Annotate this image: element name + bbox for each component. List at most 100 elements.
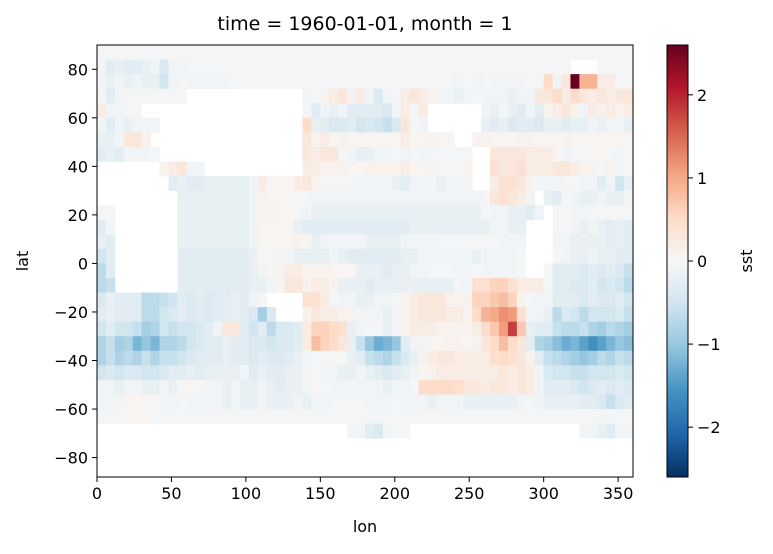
heatmap-cell xyxy=(382,59,393,75)
heatmap-cell xyxy=(400,365,411,381)
heatmap-cell xyxy=(302,59,312,75)
heatmap-cell xyxy=(507,409,518,424)
heatmap-cell xyxy=(365,132,375,148)
heatmap-cell xyxy=(516,74,527,90)
heatmap-cell xyxy=(266,394,277,410)
heatmap-cell xyxy=(525,190,536,206)
heatmap-cell xyxy=(552,292,562,308)
heatmap-cell xyxy=(177,277,187,293)
heatmap-cell xyxy=(320,379,330,395)
heatmap-cell xyxy=(186,307,196,323)
heatmap-cell xyxy=(123,379,134,395)
heatmap-cell xyxy=(579,307,589,323)
heatmap-cell xyxy=(499,248,509,264)
heatmap-cell xyxy=(525,103,536,119)
heatmap-cell xyxy=(105,409,116,424)
heatmap-cell xyxy=(561,205,571,221)
heatmap-cell xyxy=(168,409,178,424)
heatmap-cell xyxy=(606,45,616,60)
heatmap-cell xyxy=(400,379,411,395)
heatmap-cell xyxy=(400,423,411,439)
heatmap-cell xyxy=(302,190,312,206)
heatmap-cell xyxy=(472,88,482,104)
heatmap-cell xyxy=(481,394,491,410)
heatmap-cell xyxy=(382,365,393,381)
heatmap-cell xyxy=(365,409,375,424)
heatmap-cell xyxy=(436,277,446,293)
heatmap-cell xyxy=(588,45,598,60)
heatmap-cell xyxy=(463,176,473,192)
heatmap-cell xyxy=(570,176,580,192)
heatmap-cell xyxy=(463,292,473,308)
heatmap-cell xyxy=(302,394,312,410)
heatmap-cell xyxy=(427,59,437,75)
heatmap-cell xyxy=(490,190,500,206)
heatmap-cell xyxy=(436,409,446,424)
heatmap-cell xyxy=(347,103,357,119)
heatmap-cell xyxy=(525,350,536,366)
heatmap-cell xyxy=(579,321,589,337)
heatmap-cell xyxy=(248,45,259,60)
heatmap-cell xyxy=(204,219,214,235)
heatmap-cell xyxy=(534,161,545,177)
heatmap-cell xyxy=(534,146,545,162)
heatmap-cell xyxy=(552,350,562,366)
heatmap-cell xyxy=(248,350,259,366)
heatmap-cell xyxy=(159,88,169,104)
heatmap-cell xyxy=(266,365,277,381)
heatmap-cell xyxy=(222,350,232,366)
heatmap-cell xyxy=(525,365,536,381)
heatmap-cell xyxy=(365,307,375,323)
heatmap-cell xyxy=(311,132,321,148)
heatmap-cell xyxy=(231,234,241,250)
heatmap-cell xyxy=(382,45,393,60)
heatmap-cell xyxy=(365,336,375,352)
heatmap-cell xyxy=(445,409,455,424)
heatmap-cell xyxy=(275,248,285,264)
heatmap-cell xyxy=(338,88,348,104)
heatmap-cell xyxy=(534,292,545,308)
heatmap-cell xyxy=(97,234,107,250)
heatmap-cell xyxy=(168,307,178,323)
heatmap-cell xyxy=(373,248,384,264)
heatmap-cell xyxy=(624,74,634,90)
heatmap-cell xyxy=(525,277,536,293)
heatmap-cell xyxy=(311,248,321,264)
heatmap-cell xyxy=(579,248,589,264)
heatmap-cell xyxy=(427,350,437,366)
heatmap-cell xyxy=(338,219,348,235)
heatmap-cell xyxy=(391,205,402,221)
heatmap-cell xyxy=(248,205,259,221)
heatmap-cell xyxy=(266,190,277,206)
heatmap-cell xyxy=(293,59,303,75)
heatmap-cell xyxy=(231,248,241,264)
heatmap-cell xyxy=(365,205,375,221)
heatmap-cell xyxy=(373,379,384,395)
heatmap-cell xyxy=(302,205,312,221)
heatmap-cell xyxy=(436,132,446,148)
heatmap-cell xyxy=(311,146,321,162)
heatmap-cell xyxy=(427,336,437,352)
heatmap-cell xyxy=(132,59,143,75)
heatmap-cell xyxy=(239,365,250,381)
heatmap-cell xyxy=(338,394,348,410)
heatmap-cell xyxy=(141,88,151,104)
heatmap-cell xyxy=(490,277,500,293)
heatmap-cell xyxy=(293,205,303,221)
heatmap-cell xyxy=(373,365,384,381)
heatmap-cell xyxy=(588,394,598,410)
heatmap-cell xyxy=(204,59,214,75)
heatmap-cell xyxy=(472,277,482,293)
heatmap-cell xyxy=(391,321,402,337)
heatmap-cell xyxy=(311,117,321,133)
heatmap-cell xyxy=(159,350,169,366)
heatmap-cell xyxy=(534,103,545,119)
heatmap-cell xyxy=(391,132,402,148)
heatmap-cell xyxy=(132,365,143,381)
heatmap-cell xyxy=(516,263,527,279)
heatmap-cell xyxy=(177,59,187,75)
heatmap-cell xyxy=(481,59,491,75)
heatmap-cell xyxy=(534,394,545,410)
heatmap-cell xyxy=(231,190,241,206)
heatmap-cell xyxy=(561,292,571,308)
